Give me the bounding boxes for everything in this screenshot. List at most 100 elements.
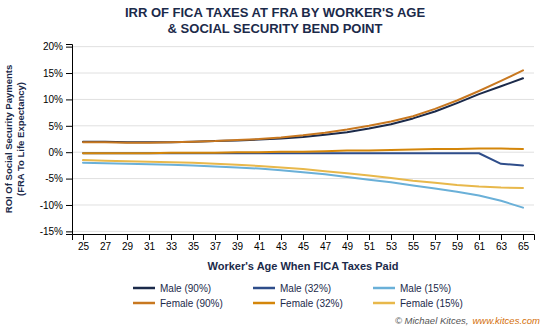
legend-swatch (373, 302, 395, 305)
x-tick-label: 49 (342, 241, 354, 252)
x-tick-label: 47 (320, 241, 332, 252)
grid-line (72, 46, 534, 47)
x-tick-mark (105, 234, 106, 240)
y-axis-label: ROI Of Social Security Payments(FRA To L… (3, 65, 26, 213)
legend-label: Male (90%) (160, 283, 211, 294)
x-tick-mark (215, 234, 216, 240)
title: IRR OF FICA TAXES AT FRA BY WORKER'S AGE… (125, 5, 425, 36)
x-tick: 65 (518, 234, 530, 252)
series-line (83, 160, 523, 188)
y-tick: 5% (49, 121, 72, 132)
x-tick-label: 53 (386, 241, 398, 252)
x-tick: 51 (364, 234, 376, 252)
legend-item: Female (15%) (373, 298, 463, 309)
x-tick-mark (523, 234, 524, 240)
x-tick-mark (259, 234, 260, 240)
grid-line (72, 204, 534, 205)
grid-line (72, 231, 534, 232)
x-tick-mark (479, 234, 480, 240)
x-tick: 39 (232, 234, 244, 252)
x-tick: 63 (496, 234, 508, 252)
x-tick-mark (303, 234, 304, 240)
y-tick: 10% (43, 94, 72, 105)
x-tick-label: 57 (430, 241, 442, 252)
annotation: © Michael Kitces, (395, 315, 469, 326)
x-axis-line (73, 235, 535, 241)
x-tick-mark (457, 234, 458, 240)
x-tick: 53 (386, 234, 398, 252)
x-axis-label: Worker's Age When FICA Taxes Paid (208, 260, 399, 272)
y-tick-label: 20% (43, 41, 63, 52)
x-tick-mark (325, 234, 326, 240)
x-tick-label: 31 (144, 241, 156, 252)
x-tick-label: 43 (276, 241, 288, 252)
x-tick-mark (127, 234, 128, 240)
y-axis: -15%-10%-5%0%5%10%15%20% (40, 41, 73, 237)
x-tick: 43 (276, 234, 288, 252)
x-tick: 37 (210, 234, 222, 252)
y-tick-label: -15% (40, 226, 63, 237)
x-tick-mark (281, 234, 282, 240)
y-tick-label: -10% (40, 200, 63, 211)
legend-item: Male (15%) (373, 283, 451, 294)
x-tick-mark (347, 234, 348, 240)
grid (72, 47, 534, 232)
y-tick: -5% (45, 173, 72, 184)
y-tick-label: -5% (45, 173, 63, 184)
y-tick-mark (66, 99, 72, 100)
x-tick-label: 29 (122, 241, 134, 252)
x-tick: 47 (320, 234, 332, 252)
x-tick-mark (435, 234, 436, 240)
legend-swatch (373, 287, 395, 290)
x-tick-label: 61 (474, 241, 486, 252)
title-line: IRR OF FICA TAXES AT FRA BY WORKER'S AGE (125, 5, 425, 20)
grid-line (72, 125, 534, 126)
series-line (83, 78, 523, 142)
series-line (83, 149, 523, 154)
x-axis: 2527293133353739414345474951535557596163… (73, 234, 535, 252)
x-tick-mark (193, 234, 194, 240)
y-axis-line (66, 45, 73, 235)
grid-line (72, 178, 534, 179)
series-line (83, 70, 523, 142)
y-tick: -15% (40, 226, 72, 237)
x-tick-label: 35 (188, 241, 200, 252)
y-tick: 15% (43, 68, 72, 79)
y-tick: 20% (43, 41, 72, 52)
x-tick: 33 (166, 234, 178, 252)
legend-item: Female (90%) (133, 298, 223, 309)
legend-label: Female (90%) (160, 298, 223, 309)
x-tick-label: 33 (166, 241, 178, 252)
x-tick-label: 37 (210, 241, 222, 252)
y-tick-mark (66, 205, 72, 206)
x-tick: 35 (188, 234, 200, 252)
y-tick-mark (66, 231, 72, 232)
plot-area (83, 70, 523, 207)
legend-swatch (253, 302, 275, 305)
y-tick-mark (66, 179, 72, 180)
x-tick-mark (149, 234, 150, 240)
x-tick: 31 (144, 234, 156, 252)
x-tick: 49 (342, 234, 354, 252)
x-tick-mark (369, 234, 370, 240)
y-tick-label: 15% (43, 68, 63, 79)
y-tick-mark (66, 73, 72, 74)
x-tick-mark (391, 234, 392, 240)
x-tick-label: 51 (364, 241, 376, 252)
x-tick-label: 41 (254, 241, 266, 252)
legend-label: Male (32%) (280, 283, 331, 294)
chart: IRR OF FICA TAXES AT FRA BY WORKER'S AGE… (0, 0, 550, 330)
x-tick: 61 (474, 234, 486, 252)
legend-swatch (133, 302, 155, 305)
x-tick-mark (171, 234, 172, 240)
x-tick: 25 (78, 234, 90, 252)
x-tick: 59 (452, 234, 464, 252)
y-tick-mark (66, 152, 72, 153)
legend-item: Male (32%) (253, 283, 331, 294)
x-tick-label: 39 (232, 241, 244, 252)
legend-swatch (253, 287, 275, 290)
x-tick-label: 45 (298, 241, 310, 252)
x-tick-label: 25 (78, 241, 90, 252)
x-tick: 57 (430, 234, 442, 252)
x-tick-mark (413, 234, 414, 240)
